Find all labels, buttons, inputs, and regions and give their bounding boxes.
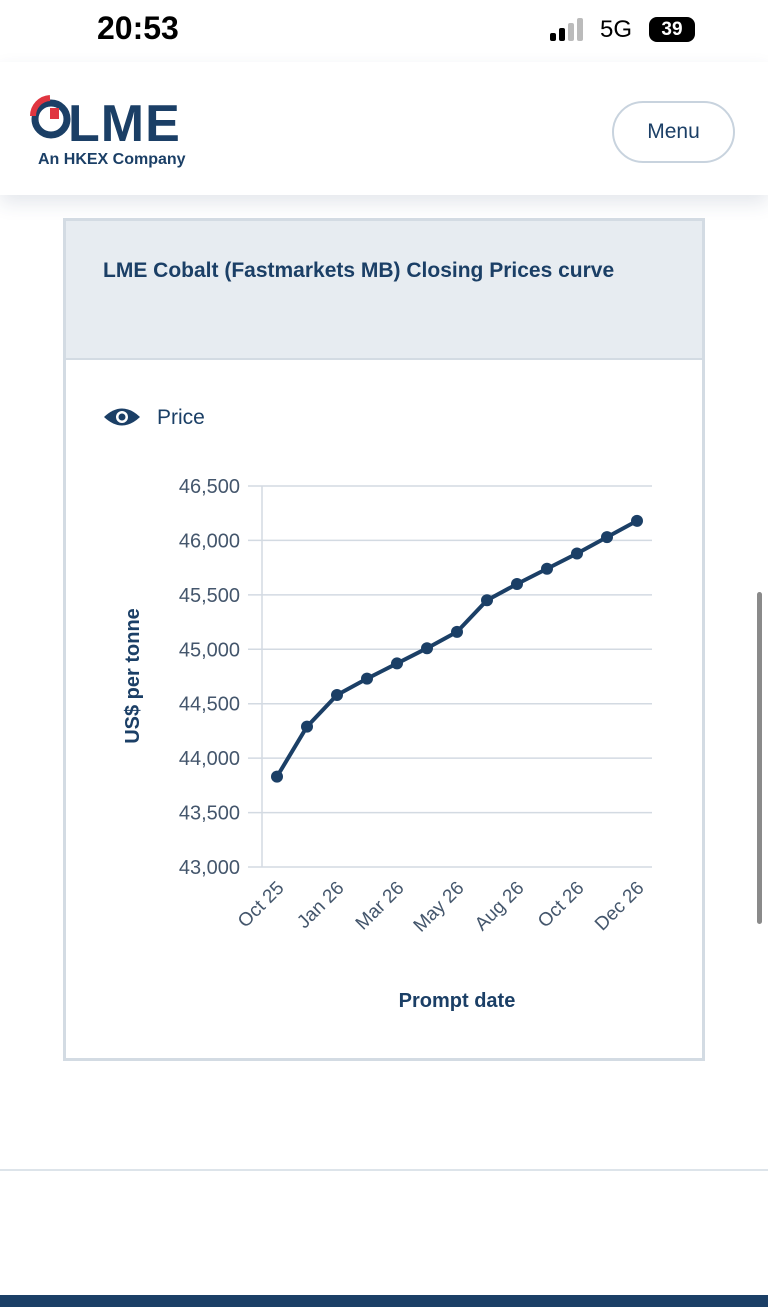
data-point[interactable] <box>421 642 433 655</box>
x-tick-label: Oct 25 <box>234 878 288 932</box>
y-tick-label: 45,500 <box>179 585 240 607</box>
x-tick-label: Oct 26 <box>534 878 588 932</box>
data-point[interactable] <box>271 770 283 783</box>
y-tick-label: 44,500 <box>179 694 240 716</box>
card-title: LME Cobalt (Fastmarkets MB) Closing Pric… <box>103 259 615 282</box>
menu-button[interactable]: Menu <box>612 101 735 163</box>
divider <box>0 1169 768 1171</box>
card-header <box>66 221 702 360</box>
y-axis-title: US$ per tonne <box>122 608 144 744</box>
status-battery: 39 <box>649 17 695 42</box>
x-tick-label: Aug 26 <box>471 878 528 935</box>
legend-label[interactable]: Price <box>157 406 205 429</box>
legend-eye-iris <box>118 413 126 421</box>
data-point[interactable] <box>601 531 613 544</box>
status-time: 20:53 <box>97 10 179 46</box>
data-point[interactable] <box>571 547 583 560</box>
logo[interactable]: LME <box>68 95 181 153</box>
data-point[interactable] <box>391 657 403 670</box>
footer-bar <box>0 1295 768 1307</box>
data-point[interactable] <box>631 514 643 527</box>
status-network: 5G <box>600 16 633 43</box>
data-point[interactable] <box>481 594 493 607</box>
y-tick-label: 46,000 <box>179 530 240 552</box>
x-tick-label: Dec 26 <box>591 878 648 935</box>
y-tick-label: 43,000 <box>179 857 240 879</box>
signal-icon <box>550 18 583 41</box>
data-point[interactable] <box>331 689 343 702</box>
chart-card <box>63 218 705 1061</box>
chart: Price 43,000 43,500 44,000 44,500 45,000 45,50… <box>104 406 652 1012</box>
data-point[interactable] <box>511 577 523 590</box>
y-tick-label: 45,000 <box>179 639 240 661</box>
x-tick-label: Mar 26 <box>352 878 409 935</box>
data-point[interactable] <box>541 562 553 575</box>
x-tick-label: May 26 <box>410 878 469 937</box>
x-axis-title: Prompt date <box>399 990 516 1012</box>
data-point[interactable] <box>301 720 313 733</box>
data-point[interactable] <box>451 625 463 638</box>
scrollbar <box>757 592 762 924</box>
tagline: An HKEX Company <box>38 151 186 168</box>
y-tick-label: 46,500 <box>179 476 240 498</box>
data-point[interactable] <box>361 672 373 685</box>
x-tick-label: Jan 26 <box>293 878 348 933</box>
y-tick-label: 43,500 <box>179 803 240 825</box>
logo-icon <box>29 95 71 139</box>
y-tick-label: 44,000 <box>179 748 240 770</box>
